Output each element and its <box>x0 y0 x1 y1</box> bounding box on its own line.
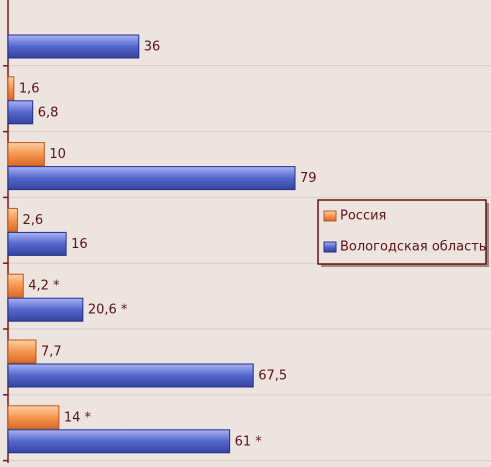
bar <box>7 166 296 191</box>
value-label: 7,7 <box>41 345 62 360</box>
value-label: 67,5 <box>258 369 287 384</box>
value-label: 10 <box>49 147 66 162</box>
legend-swatch <box>323 210 337 222</box>
legend-label: Россия <box>340 209 386 224</box>
value-label: 36 <box>144 40 161 55</box>
bar <box>7 339 37 364</box>
value-label: 2,6 <box>22 213 43 228</box>
bar <box>7 76 15 101</box>
value-label: 79 <box>300 171 317 186</box>
bar <box>7 34 140 59</box>
bar <box>7 142 45 167</box>
bar <box>7 429 231 454</box>
legend <box>317 199 487 265</box>
value-label: 1,6 <box>19 81 40 96</box>
legend-label: Вологодская область <box>340 240 486 255</box>
value-label: 16 <box>71 237 88 252</box>
bar <box>7 231 67 256</box>
value-label: 14 * <box>64 410 92 425</box>
value-label: 20,6 * <box>88 303 128 318</box>
bar <box>7 273 24 298</box>
bar <box>7 100 34 125</box>
bar <box>7 297 84 322</box>
value-label: 6,8 <box>38 105 59 120</box>
value-label: 4,2 * <box>28 279 60 294</box>
bar <box>7 405 60 430</box>
bar <box>7 363 254 388</box>
bar <box>7 207 18 232</box>
legend-swatch <box>323 241 337 253</box>
value-label: 61 * <box>235 434 263 449</box>
